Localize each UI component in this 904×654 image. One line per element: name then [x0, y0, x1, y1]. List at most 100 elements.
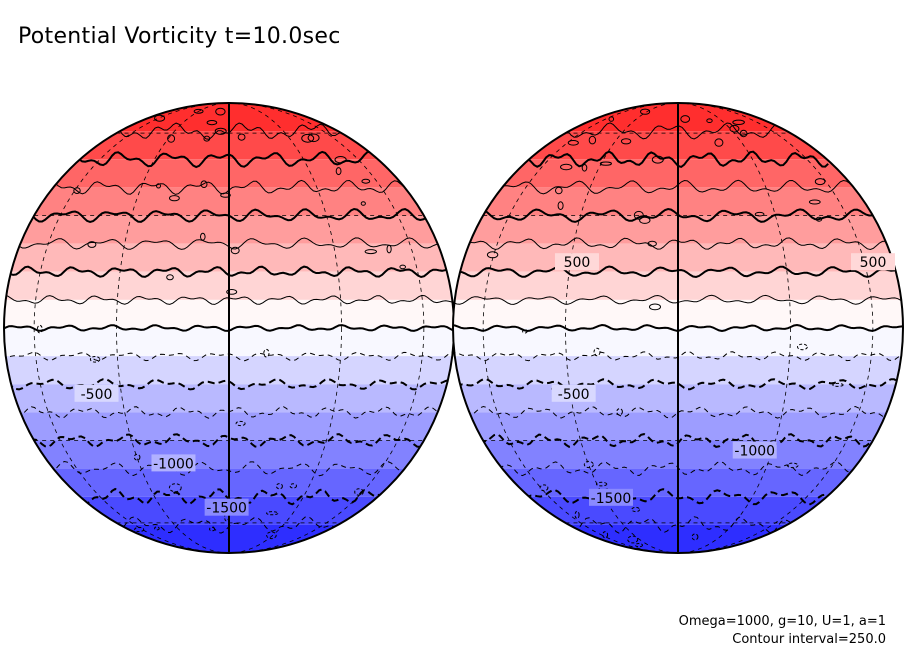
eddy-contour	[89, 356, 101, 363]
eddy-contour	[739, 129, 748, 138]
positive-contour	[453, 294, 903, 305]
eddy-contour	[814, 178, 826, 186]
positive-contour	[16, 237, 440, 250]
eddy-contour	[486, 251, 499, 259]
eddy-contour	[634, 543, 644, 548]
eddy-contour	[237, 133, 246, 141]
eddy-contour	[307, 133, 320, 143]
eddy-contour	[647, 240, 657, 247]
negative-contour	[4, 351, 454, 362]
eddy-contour	[602, 531, 609, 539]
contour-label: 500	[564, 255, 591, 271]
eddy-contour	[588, 135, 597, 145]
positive-contour	[524, 150, 829, 169]
positive-contour	[115, 122, 342, 140]
negative-contour	[524, 488, 829, 506]
eddy-contour	[134, 526, 145, 533]
eddy-contour	[714, 138, 724, 147]
eddy-contour	[729, 124, 740, 133]
contour-label-background	[74, 384, 119, 402]
eddy-contour	[808, 199, 821, 205]
eddy-contour	[169, 195, 180, 202]
eddy-contour	[166, 274, 174, 281]
eddy-contour	[680, 115, 691, 123]
eddy-contour	[215, 107, 226, 116]
parameters-note: Omega=1000, g=10, U=1, a=1	[678, 614, 886, 629]
eddy-contour	[832, 382, 844, 387]
meridian-line	[482, 103, 874, 553]
contour-label-background	[551, 384, 596, 402]
eddy-contour	[266, 531, 277, 540]
eddy-contour	[335, 167, 342, 176]
negative-contour	[29, 433, 427, 448]
eddy-contour	[361, 178, 371, 184]
eddy-contour	[235, 420, 246, 427]
eddy-contour	[732, 119, 745, 126]
positive-contour	[479, 207, 876, 223]
eddy-contour	[539, 484, 549, 492]
contour-label: 500	[860, 255, 887, 271]
eddy-contour	[154, 526, 160, 531]
contour-label-background	[554, 253, 599, 271]
eddy-contour	[640, 108, 651, 115]
eddy-contour	[567, 140, 579, 146]
eddy-contour	[797, 343, 808, 351]
zero-contour	[4, 324, 454, 332]
positive-contour	[498, 179, 856, 195]
eddy-contour	[200, 180, 208, 188]
negative-contour	[75, 487, 380, 506]
eddy-contour	[599, 161, 613, 166]
negative-contour	[465, 405, 889, 419]
positive-contour	[6, 265, 449, 279]
eddy-contour	[815, 216, 823, 222]
eddy-contour	[574, 510, 580, 520]
eddy-contour	[786, 462, 799, 469]
contour-label-background	[732, 441, 777, 459]
negative-contour	[116, 516, 342, 534]
positive-contour	[29, 207, 427, 224]
eddy-contour	[583, 460, 594, 469]
eddy-contour	[557, 201, 564, 211]
eddy-contour	[595, 481, 608, 487]
eddy-contour	[691, 533, 699, 541]
eddy-contour	[608, 116, 615, 122]
eddy-contour	[193, 108, 204, 114]
eddy-contour	[214, 127, 227, 135]
eddy-contour	[620, 138, 632, 145]
eddy-contour	[209, 526, 216, 532]
negative-contour	[455, 378, 898, 391]
contour-label: -500	[81, 387, 113, 403]
contour-label: -1000	[734, 444, 775, 460]
eddy-contour	[364, 249, 377, 255]
eddy-contour	[230, 246, 240, 255]
eddy-contour	[354, 488, 364, 496]
negative-contour	[453, 350, 903, 362]
eddy-contour	[651, 155, 664, 164]
contour-label: -1500	[206, 501, 247, 517]
eddy-contour	[754, 211, 765, 217]
eddy-contour	[581, 164, 588, 172]
positive-contour	[455, 265, 898, 279]
contour-label-background	[851, 253, 896, 271]
negative-contour	[564, 516, 791, 534]
eddy-contour	[167, 134, 176, 143]
eddy-contour	[154, 114, 166, 122]
zero-contour	[453, 323, 903, 333]
eddy-contour	[627, 535, 639, 544]
eddy-contour	[593, 347, 601, 357]
eddy-contour	[275, 483, 283, 490]
globe-2	[453, 103, 903, 553]
eddy-contour	[386, 244, 392, 254]
eddy-contour	[289, 483, 297, 489]
eddy-contour	[266, 511, 279, 516]
eddy-contour	[206, 120, 218, 126]
globe-outline	[452, 102, 904, 554]
contour-label-background	[151, 454, 196, 472]
meridian-line	[33, 103, 425, 553]
eddy-contour	[224, 512, 230, 522]
negative-contour	[498, 460, 856, 477]
contour-label-background	[204, 498, 249, 516]
eddy-contour	[522, 329, 528, 334]
contour-interval-note: Contour interval=250.0	[732, 632, 886, 647]
